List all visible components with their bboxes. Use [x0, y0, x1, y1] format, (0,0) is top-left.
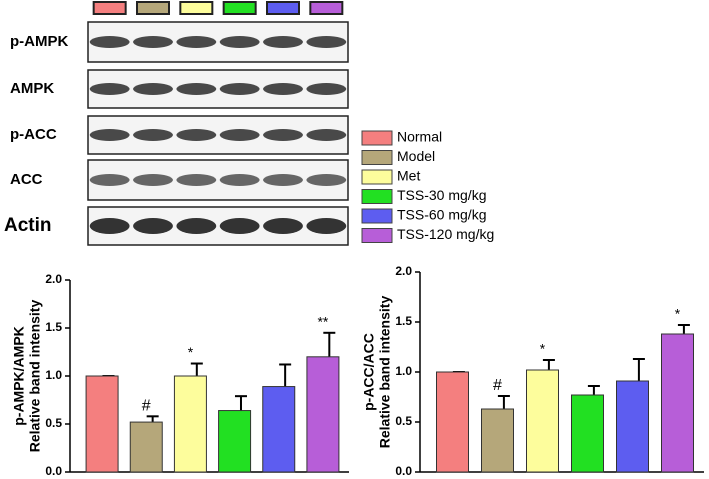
blot-band	[89, 218, 130, 234]
significance-mark: *	[540, 341, 546, 357]
y-axis-label: Relative band intensity	[27, 300, 43, 453]
lane-swatch	[92, 1, 127, 15]
blot-band	[306, 83, 347, 95]
bar	[173, 375, 207, 473]
legend-swatch	[361, 208, 393, 224]
significance-mark: *	[675, 306, 681, 322]
blot-label: ACC	[10, 171, 43, 188]
blot-band	[219, 174, 260, 186]
blot-band	[89, 174, 130, 186]
lane-swatch	[179, 1, 214, 15]
blot-band	[219, 129, 260, 141]
legend-label: Met	[397, 168, 420, 184]
y-tick-label: 1.0	[395, 364, 412, 378]
blot-band	[176, 36, 217, 48]
blot-band	[176, 218, 217, 234]
blot-band	[176, 83, 217, 95]
bar	[571, 394, 604, 473]
legend-label: TSS-120 mg/kg	[397, 226, 494, 242]
bar	[262, 386, 296, 473]
blot-band	[89, 129, 130, 141]
blot-band	[263, 36, 303, 48]
blot-band	[219, 36, 260, 48]
blot-band	[263, 218, 303, 234]
significance-mark: **	[317, 314, 328, 330]
significance-mark: #	[142, 398, 151, 415]
blot-band	[89, 83, 130, 95]
bar	[218, 410, 252, 473]
bar	[481, 408, 514, 473]
bar	[85, 375, 119, 473]
legend-label: TSS-60 mg/kg	[397, 207, 486, 223]
blot-band	[133, 218, 173, 234]
lane-swatch	[266, 1, 300, 15]
blot-band	[89, 36, 130, 48]
legend-label: Normal	[397, 129, 442, 145]
lane-swatch	[222, 1, 257, 15]
y-tick-label: 0.0	[45, 464, 62, 478]
blot-band	[263, 174, 303, 186]
bar	[306, 356, 340, 473]
y-tick-label: 1.5	[395, 314, 412, 328]
legend-swatch	[361, 130, 393, 146]
blot-box	[87, 69, 349, 109]
blot-band	[306, 36, 347, 48]
blot-box	[87, 21, 349, 63]
y-axis-label: Relative band intensity	[377, 296, 393, 449]
blot-band	[133, 129, 173, 141]
legend-swatch	[361, 189, 393, 204]
y-tick-label: 0.0	[395, 464, 412, 478]
bar	[526, 369, 559, 473]
legend-label: Model	[397, 148, 435, 164]
bar	[616, 380, 649, 473]
significance-mark: *	[188, 344, 194, 360]
bar	[661, 333, 694, 473]
bar	[436, 371, 469, 473]
lane-swatch	[136, 1, 170, 15]
blot-band	[306, 129, 347, 141]
y-tick-label: 0.5	[395, 414, 412, 428]
blot-label: p-ACC	[10, 126, 57, 143]
y-axis-label: p-AMPK/AMPK	[11, 326, 27, 426]
blot-band	[133, 174, 173, 186]
blot-label: AMPK	[10, 80, 54, 97]
y-tick-label: 0.5	[45, 416, 62, 430]
blot-band	[219, 218, 260, 234]
y-axis-label: p-ACC/ACC	[361, 333, 377, 411]
blot-band	[176, 174, 217, 186]
bar	[129, 421, 163, 473]
blot-band	[263, 129, 303, 141]
lane-swatch	[309, 1, 344, 15]
blot-box	[87, 159, 349, 201]
significance-mark: #	[493, 377, 502, 394]
blot-label: Actin	[4, 215, 52, 236]
y-tick-label: 2.0	[45, 272, 62, 286]
blot-band	[219, 83, 260, 95]
blot-band	[133, 36, 173, 48]
legend-swatch	[361, 150, 393, 165]
y-tick-label: 1.5	[45, 320, 62, 334]
blot-band	[263, 83, 303, 95]
legend-label: TSS-30 mg/kg	[397, 187, 486, 203]
blot-band	[306, 174, 347, 186]
blot-box	[87, 206, 349, 246]
legend-swatch	[361, 228, 393, 243]
y-tick-label: 2.0	[395, 264, 412, 278]
blot-band	[176, 129, 217, 141]
blot-box	[87, 115, 349, 155]
y-tick-label: 1.0	[45, 368, 62, 382]
legend-swatch	[361, 169, 393, 185]
blot-label: p-AMPK	[10, 33, 68, 50]
blot-band	[306, 218, 347, 234]
blot-band	[133, 83, 173, 95]
